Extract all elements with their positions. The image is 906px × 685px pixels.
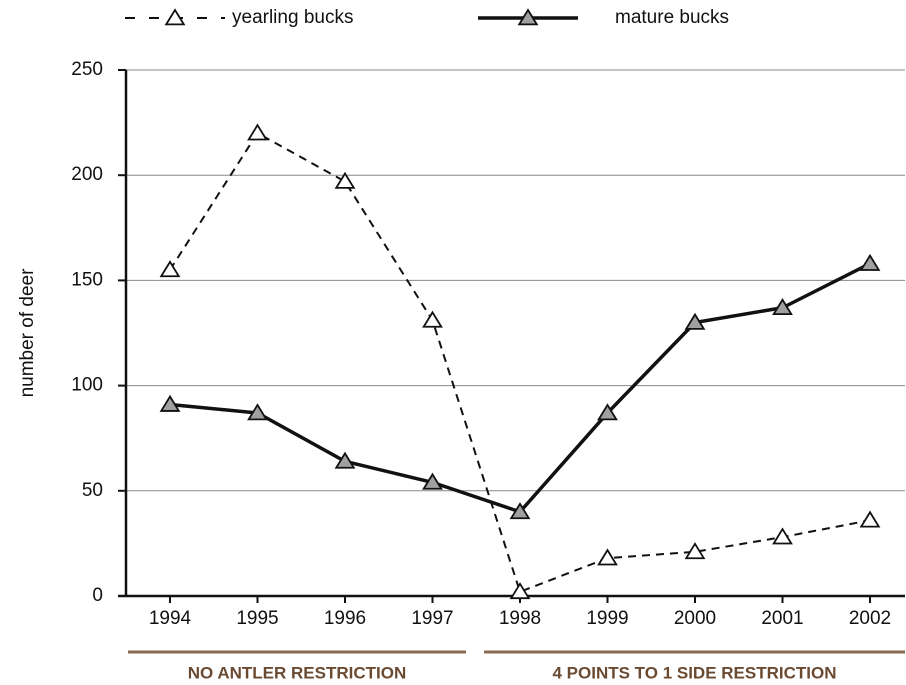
marker bbox=[247, 403, 268, 421]
legend-label: mature bucks bbox=[615, 7, 729, 28]
x-tick-label: 2001 bbox=[761, 608, 803, 629]
x-tick-label: 1999 bbox=[586, 608, 628, 629]
marker bbox=[772, 527, 793, 545]
y-tick-label: 50 bbox=[82, 480, 103, 501]
x-tick-label: 1997 bbox=[411, 608, 453, 629]
series-line bbox=[169, 131, 871, 594]
marker bbox=[684, 542, 706, 560]
legend-label: yearling bucks bbox=[232, 7, 353, 28]
legend-marker bbox=[164, 8, 186, 26]
marker bbox=[159, 260, 181, 278]
x-tick-label: 2000 bbox=[674, 608, 716, 629]
marker bbox=[334, 171, 356, 189]
x-tick-label: 1995 bbox=[236, 608, 278, 629]
marker bbox=[422, 310, 443, 328]
x-tick-label: 1996 bbox=[324, 608, 366, 629]
x-tick-label: 1998 bbox=[499, 608, 541, 629]
series-line bbox=[169, 262, 871, 514]
x-tick-label: 1994 bbox=[149, 608, 192, 629]
y-tick-label: 250 bbox=[71, 59, 103, 80]
marker bbox=[509, 582, 531, 600]
marker bbox=[422, 472, 443, 490]
marker bbox=[684, 312, 706, 330]
marker bbox=[859, 253, 881, 271]
annotation: 4 POINTS TO 1 SIDE RESTRICTION bbox=[552, 663, 836, 682]
marker bbox=[859, 510, 881, 528]
x-tick-label: 2002 bbox=[849, 608, 891, 629]
marker bbox=[509, 502, 531, 520]
legend-marker bbox=[517, 8, 539, 26]
y-tick-label: 200 bbox=[71, 164, 103, 185]
marker bbox=[597, 548, 618, 566]
y-tick-label: 0 bbox=[92, 585, 103, 606]
marker bbox=[597, 403, 618, 421]
marker bbox=[159, 394, 181, 412]
y-axis-label: number of deer bbox=[17, 268, 38, 398]
marker bbox=[334, 451, 356, 469]
marker bbox=[772, 298, 793, 316]
annotation: NO ANTLER RESTRICTION bbox=[188, 663, 406, 682]
marker bbox=[247, 123, 268, 141]
y-tick-label: 100 bbox=[71, 375, 103, 396]
y-tick-label: 150 bbox=[71, 269, 103, 290]
